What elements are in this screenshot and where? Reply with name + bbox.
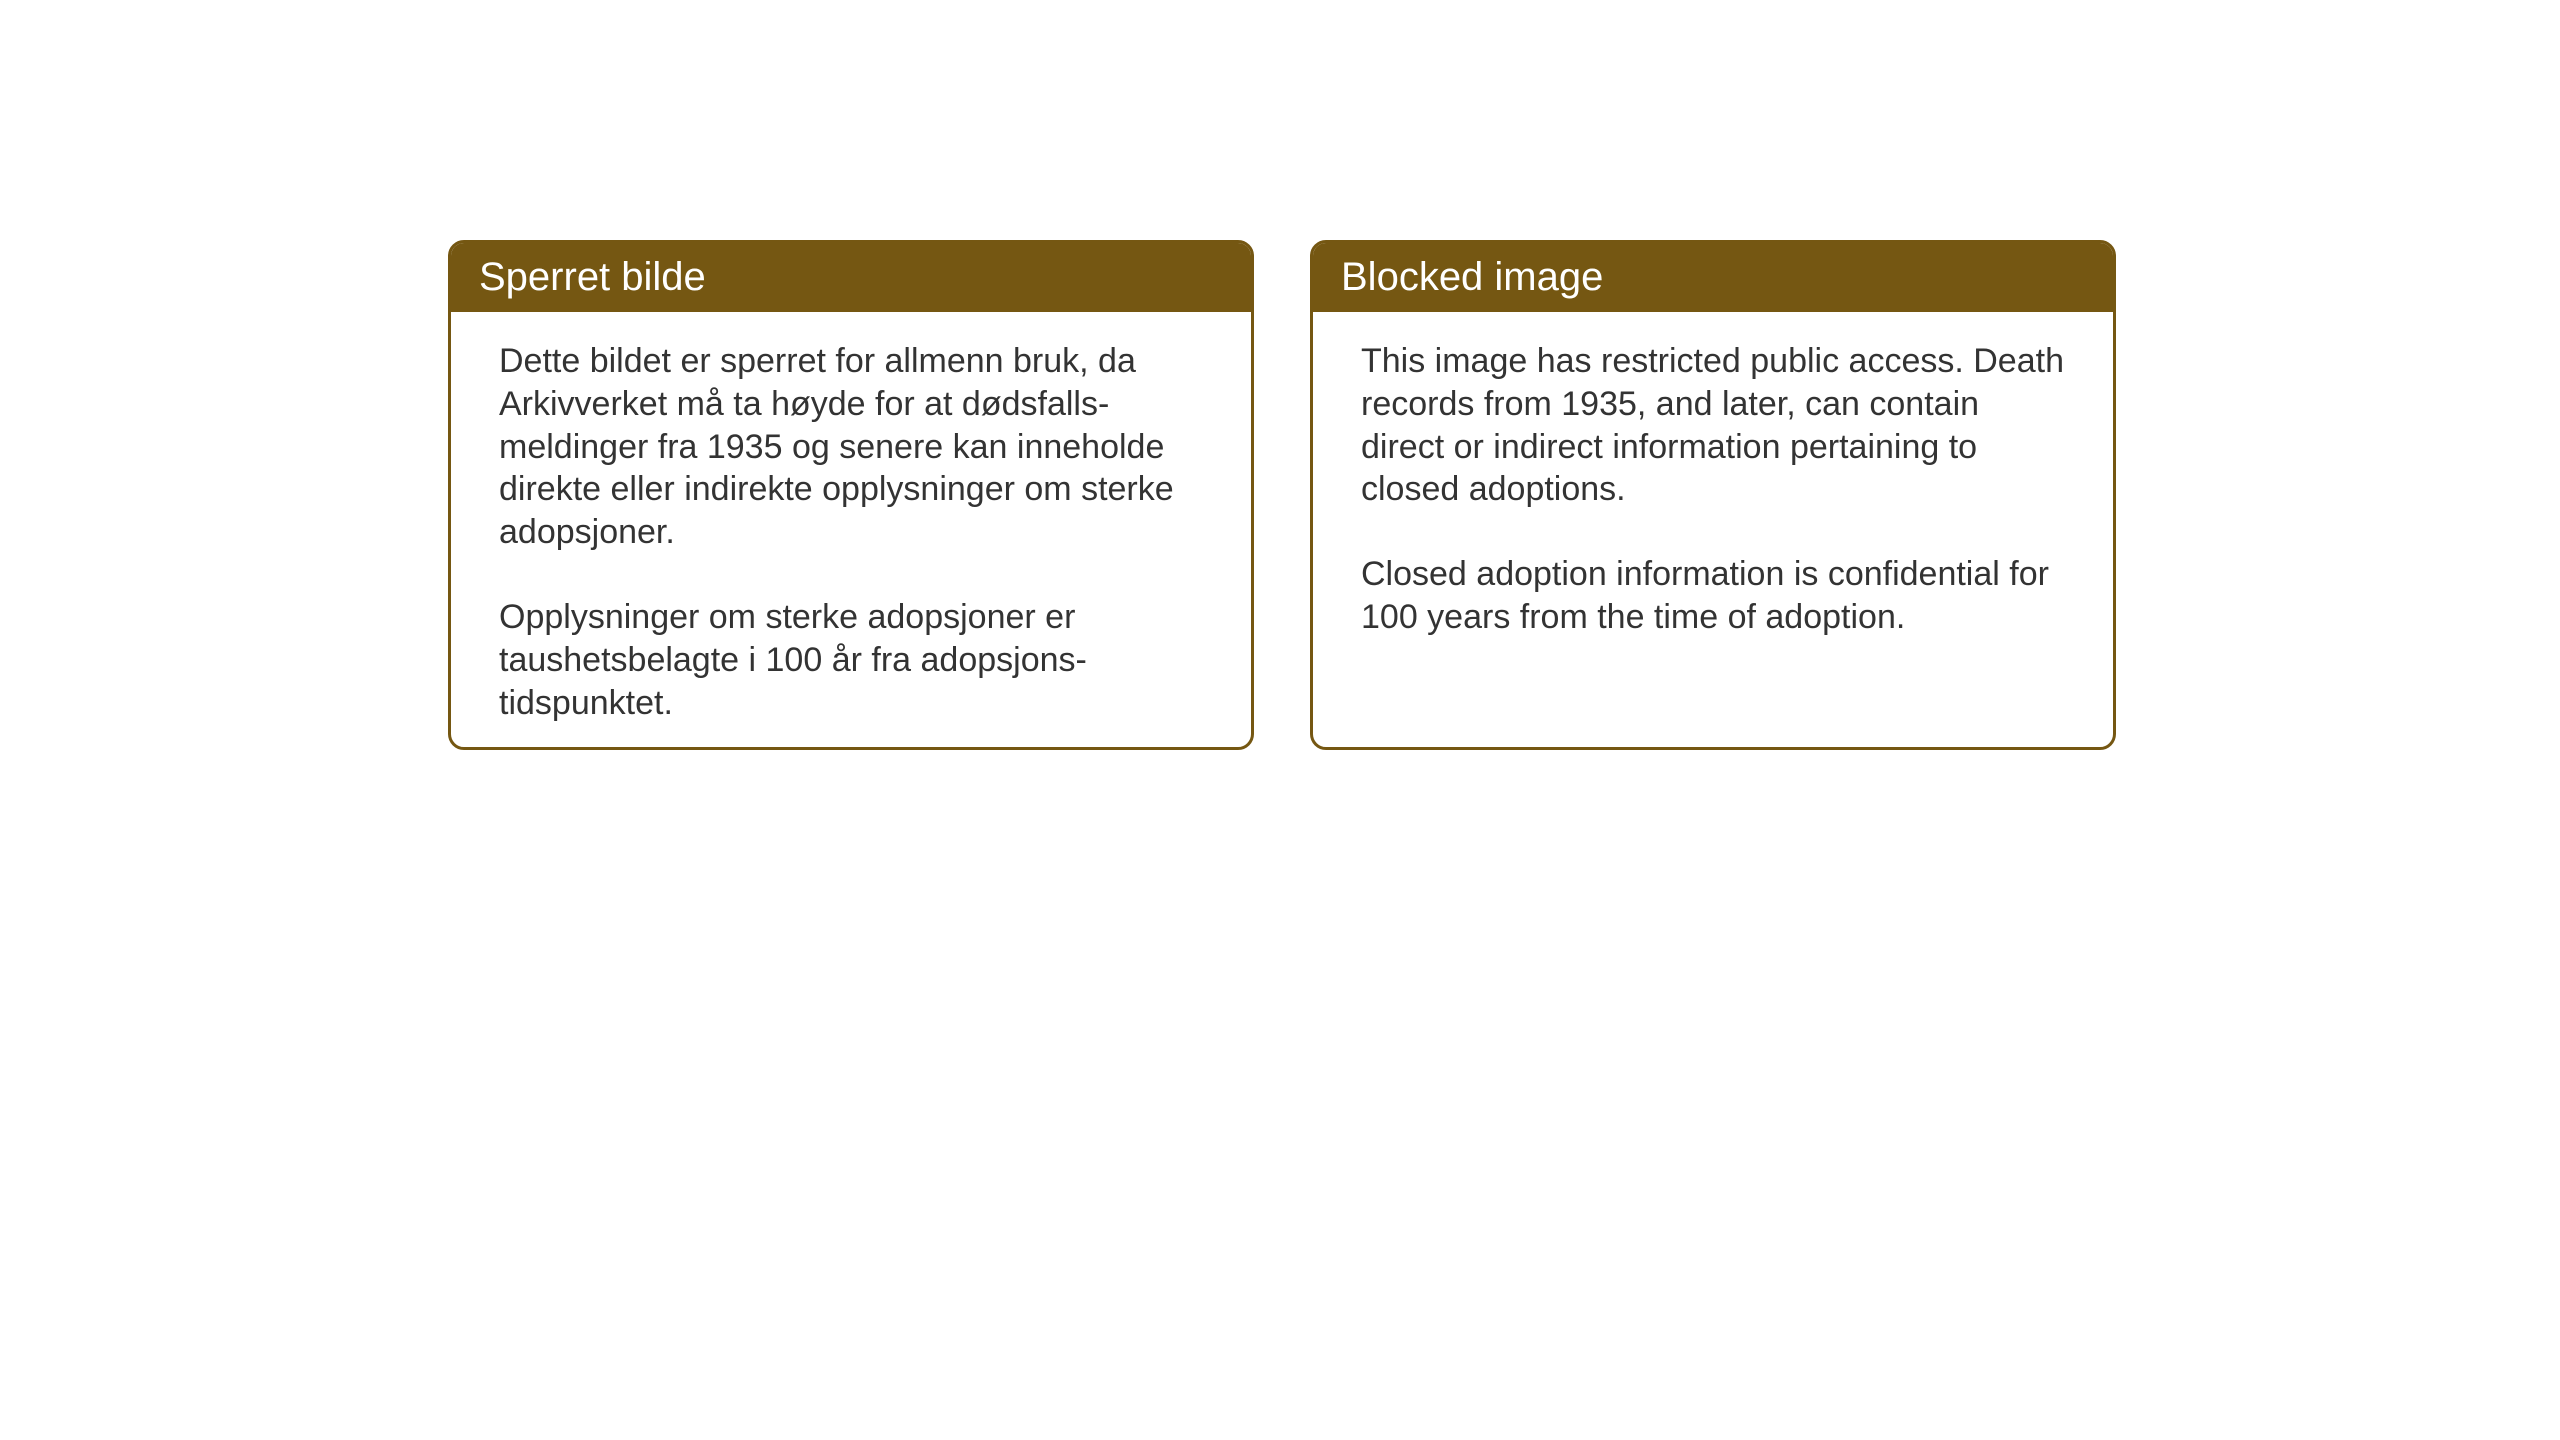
notice-container: Sperret bilde Dette bildet er sperret fo… xyxy=(448,240,2116,750)
card-title-norwegian: Sperret bilde xyxy=(479,255,706,299)
card-text-norwegian-p1: Dette bildet er sperret for allmenn bruk… xyxy=(499,340,1203,554)
card-text-english-p1: This image has restricted public access.… xyxy=(1361,340,2065,511)
card-header-english: Blocked image xyxy=(1313,243,2113,312)
card-body-english: This image has restricted public access.… xyxy=(1313,312,2113,679)
notice-card-english: Blocked image This image has restricted … xyxy=(1310,240,2116,750)
card-text-english-p2: Closed adoption information is confident… xyxy=(1361,553,2065,639)
card-body-norwegian: Dette bildet er sperret for allmenn bruk… xyxy=(451,312,1251,750)
card-text-norwegian-p2: Opplysninger om sterke adopsjoner er tau… xyxy=(499,596,1203,724)
notice-card-norwegian: Sperret bilde Dette bildet er sperret fo… xyxy=(448,240,1254,750)
card-header-norwegian: Sperret bilde xyxy=(451,243,1251,312)
card-title-english: Blocked image xyxy=(1341,255,1603,299)
